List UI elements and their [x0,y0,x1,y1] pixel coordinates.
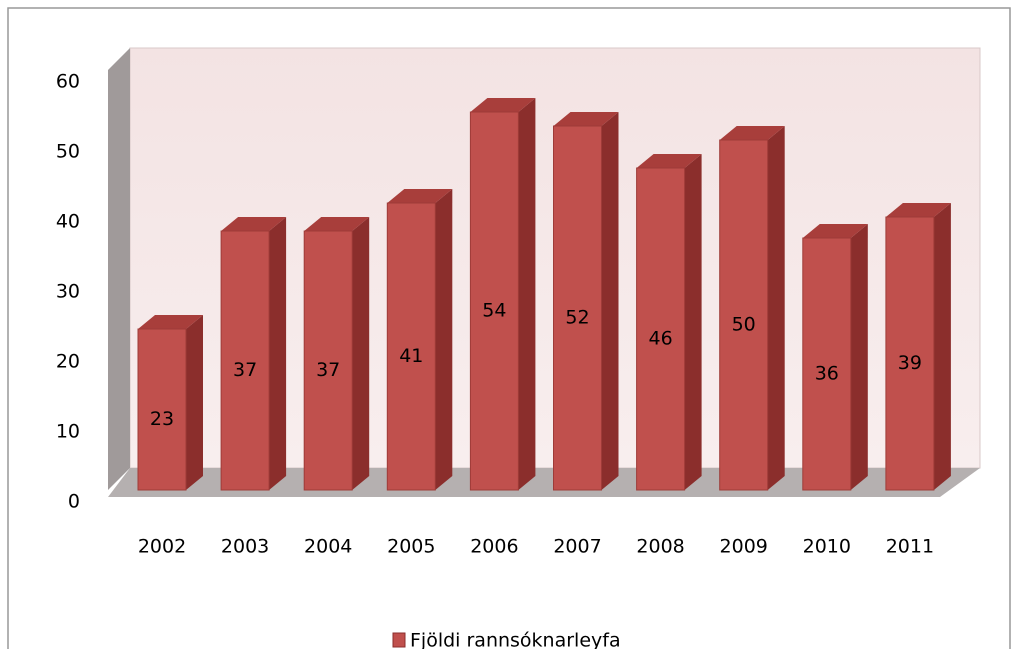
bar-top [802,224,868,238]
bar [802,237,852,491]
x-tick-label: 2006 [470,536,518,558]
y-tick-label: 40 [56,211,80,233]
bar-side [850,224,868,490]
bar-side [767,126,785,490]
data-label: 37 [316,359,340,381]
bar-side [684,154,702,490]
y-tick-label: 30 [56,281,80,303]
bar-top [885,203,951,217]
legend-label: Fjöldi rannsóknarleyfa [410,630,621,649]
y-tick-label: 50 [56,141,80,163]
bar-top [221,217,287,231]
data-label: 41 [399,345,423,367]
bar [885,216,935,491]
data-label: 46 [649,328,673,350]
bar [137,328,187,491]
x-tick-label: 2010 [803,536,851,558]
x-tick-label: 2002 [138,536,186,558]
data-label: 50 [732,314,756,336]
data-label: 54 [482,300,506,322]
y-tick-label: 60 [56,71,80,93]
chart-border [7,7,1011,649]
bar-side [933,203,951,490]
y-tick-label: 10 [56,421,80,443]
side-wall [108,48,130,490]
bar-side [601,112,619,490]
x-tick-label: 2008 [636,536,684,558]
bar [386,202,436,491]
bar-top [719,126,785,140]
y-tick-label: 0 [68,491,80,513]
bar-top [636,154,702,168]
x-tick-label: 2003 [221,536,269,558]
bar-top [387,189,453,203]
bar [469,111,519,491]
bar-side [435,189,453,490]
bar-top [138,315,203,329]
bar-side [518,98,536,490]
data-label: 23 [150,408,174,430]
legend-swatch [392,632,406,648]
bar-top [553,112,619,126]
x-tick-label: 2009 [720,536,768,558]
bar-side [352,217,370,490]
x-tick-label: 2005 [387,536,435,558]
data-label: 52 [565,307,589,329]
data-label: 36 [815,363,839,385]
bar-top [304,217,370,231]
bar [303,230,353,491]
bar [220,230,270,491]
bar-top [470,98,536,112]
y-tick-label: 20 [56,351,80,373]
data-label: 39 [898,352,922,374]
bar-side [186,315,203,490]
bar [719,139,769,491]
bar-side [269,217,287,490]
bar [553,125,602,491]
x-tick-label: 2004 [304,536,352,558]
x-tick-label: 2011 [886,536,934,558]
x-tick-label: 2007 [553,536,601,558]
bar [636,167,686,491]
data-label: 37 [233,359,257,381]
